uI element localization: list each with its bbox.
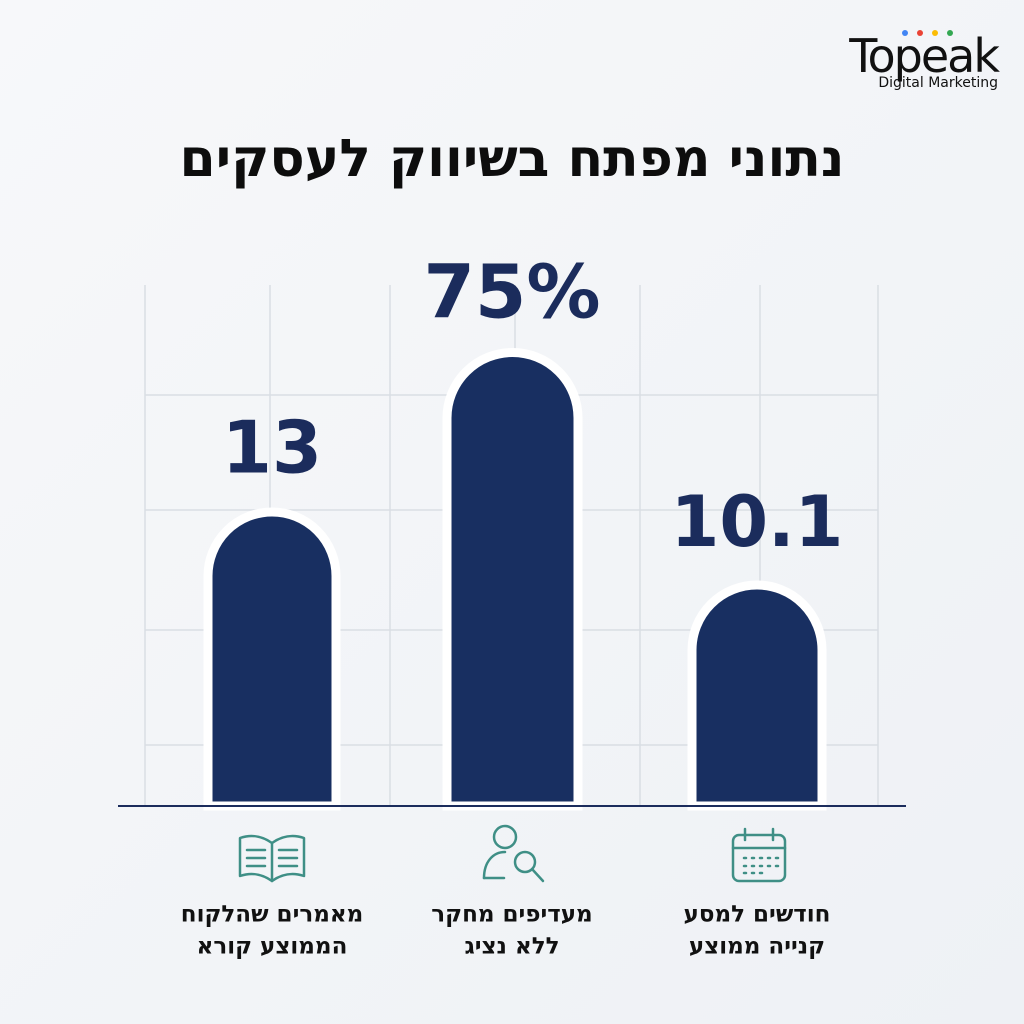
stat-label: מאמרים שהלקוח [181, 902, 363, 928]
logo-name: Topeak [848, 29, 1000, 83]
stat-label: ללא נציג [464, 934, 559, 960]
stat-value: 10.1 [671, 481, 844, 563]
logo: Topeak Digital Marketing [848, 29, 1002, 91]
stat-value: 13 [222, 406, 322, 490]
book-icon [238, 834, 306, 883]
bar [442, 348, 583, 811]
search-user-icon [482, 824, 545, 883]
stat-label: קנייה ממוצע [689, 934, 825, 960]
calendar-icon [731, 827, 787, 883]
title: נתוני מפתח בשיווק לעסקים [180, 129, 845, 189]
logo-tagline: Digital Marketing [878, 75, 998, 91]
stat-label: חודשים למסע [684, 902, 831, 928]
stat-label: מעדיפים מחקר [431, 902, 592, 928]
stat-value: 75% [423, 250, 600, 336]
bar [687, 580, 827, 811]
stat-label: הממוצע קורא [197, 934, 348, 960]
bar [203, 507, 341, 811]
